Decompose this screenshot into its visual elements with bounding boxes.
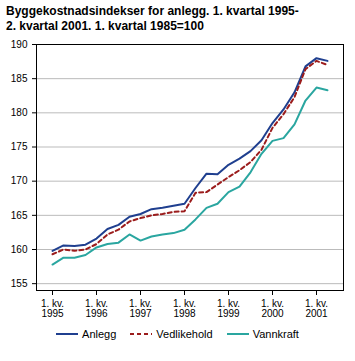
svg-text:170: 170 — [11, 175, 28, 186]
svg-text:1. kv.2000: 1. kv.2000 — [261, 298, 284, 319]
svg-text:1. kv.2001: 1. kv.2001 — [305, 298, 328, 319]
svg-text:190: 190 — [11, 39, 28, 50]
svg-text:185: 185 — [11, 73, 28, 84]
svg-text:1. kv.1997: 1. kv.1997 — [129, 298, 152, 319]
html-text:Vedlikehold: Vedlikehold — [156, 328, 213, 340]
html-text:Anlegg: Anlegg — [82, 328, 117, 340]
svg-text:1. kv.1996: 1. kv.1996 — [85, 298, 108, 319]
svg-text:1. kv.1999: 1. kv.1999 — [217, 298, 240, 319]
svg-text:155: 155 — [11, 278, 28, 289]
svg-text:165: 165 — [11, 210, 28, 221]
svg-text:1. kv.1998: 1. kv.1998 — [173, 298, 196, 319]
svg-text:175: 175 — [11, 141, 28, 152]
html-text:Byggekostnadsindekser for anle: Byggekostnadsindekser for anlegg. 1. kva… — [6, 4, 299, 33]
svg-text:160: 160 — [11, 244, 28, 255]
svg-text:180: 180 — [11, 107, 28, 118]
svg-text:1. kv.1995: 1. kv.1995 — [41, 298, 64, 319]
html-text:Vannkraft: Vannkraft — [252, 328, 299, 340]
